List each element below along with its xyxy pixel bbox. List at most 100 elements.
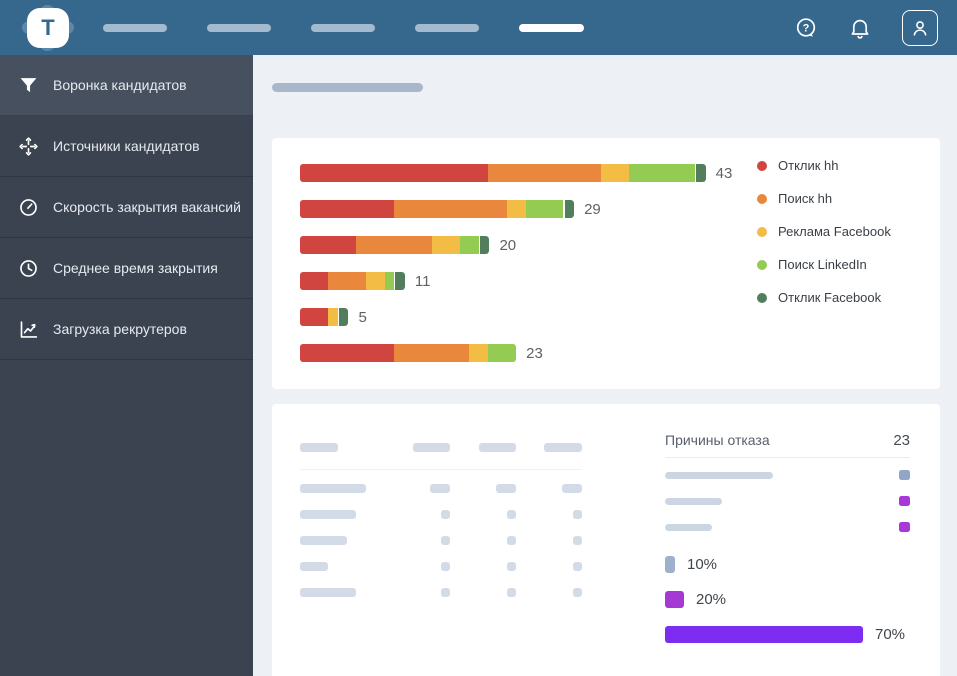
table-row bbox=[300, 553, 582, 579]
legend-label: Поиск LinkedIn bbox=[778, 257, 867, 272]
placeholder-bar bbox=[507, 561, 516, 571]
bar-row: 23 bbox=[300, 344, 732, 362]
legend-label: Отклик Facebook bbox=[778, 290, 882, 305]
skeleton-cell bbox=[300, 509, 384, 519]
bar-segment bbox=[459, 236, 479, 254]
move-arrows-icon bbox=[18, 136, 39, 157]
bar-stack bbox=[300, 236, 490, 254]
placeholder-bar bbox=[300, 509, 356, 519]
legend-item: Поиск LinkedIn bbox=[757, 257, 891, 272]
percent-label: 10% bbox=[687, 556, 718, 573]
bar-segment bbox=[394, 344, 470, 362]
placeholder-bar bbox=[430, 483, 450, 493]
rejection-percent-bars: 10% 20% 70% bbox=[665, 556, 910, 643]
nav-item-placeholder[interactable] bbox=[415, 23, 479, 32]
rejection-reasons-widget: Причины отказа 23 10% 20% 70% bbox=[665, 432, 910, 661]
bar-segment bbox=[696, 164, 706, 182]
sidebar: Воронка кандидатов Источники кандидатов Ск… bbox=[0, 55, 253, 676]
placeholder-bar bbox=[413, 442, 450, 452]
bar-segment bbox=[300, 200, 394, 218]
sidebar-item[interactable]: Скорость закрытия вакансий bbox=[0, 177, 253, 238]
bar-segment bbox=[525, 200, 564, 218]
rejection-total: 23 bbox=[893, 432, 910, 449]
skeleton-cell bbox=[450, 561, 516, 571]
skeleton-header-cell bbox=[516, 442, 582, 452]
gauge-icon bbox=[18, 197, 39, 218]
bar-stack bbox=[300, 344, 517, 362]
bar-row: 43 bbox=[300, 164, 732, 182]
placeholder-bar bbox=[479, 442, 516, 452]
placeholder-bar bbox=[300, 587, 356, 597]
bar-stack bbox=[300, 200, 575, 218]
candidate-funnel-panel: 43 29 20 11 5 23 Отклик hh Поиск hh Реклама Fac… bbox=[272, 138, 940, 389]
nav-item-placeholder[interactable] bbox=[519, 23, 584, 32]
legend-label: Отклик hh bbox=[778, 158, 839, 173]
skeleton-cell bbox=[516, 535, 582, 545]
skeleton-cell bbox=[384, 535, 450, 545]
bar-segment bbox=[469, 344, 488, 362]
percent-bar-row: 10% bbox=[665, 556, 910, 573]
skeleton-cell bbox=[384, 587, 450, 597]
bar-segment bbox=[328, 308, 338, 326]
placeholder-bar bbox=[441, 535, 450, 545]
legend-color-dot bbox=[757, 193, 767, 204]
percent-bar-row: 20% bbox=[665, 591, 910, 608]
placeholder-bar bbox=[496, 483, 516, 493]
bell-icon[interactable] bbox=[848, 16, 872, 40]
skeleton-header-cell bbox=[450, 442, 516, 452]
placeholder-bar bbox=[665, 497, 722, 505]
placeholder-bar bbox=[573, 561, 582, 571]
sidebar-item[interactable]: Источники кандидатов bbox=[0, 116, 253, 177]
legend-label: Реклама Facebook bbox=[778, 224, 891, 239]
sidebar-item[interactable]: Среднее время закрытия bbox=[0, 238, 253, 299]
bar-segment bbox=[300, 344, 394, 362]
placeholder-bar bbox=[573, 535, 582, 545]
skeleton-cell bbox=[384, 509, 450, 519]
bar-segment bbox=[384, 272, 394, 290]
percent-bar-row: 70% bbox=[665, 626, 910, 643]
nav-item-placeholder[interactable] bbox=[207, 23, 271, 32]
skeleton-cell bbox=[384, 483, 450, 493]
table-row bbox=[300, 527, 582, 553]
placeholder-bar bbox=[300, 442, 338, 452]
nav-item-placeholder[interactable] bbox=[311, 23, 375, 32]
sidebar-item[interactable]: Воронка кандидатов bbox=[0, 55, 253, 116]
line-chart-icon bbox=[18, 319, 39, 340]
legend-item: Отклик hh bbox=[757, 158, 891, 173]
table-row bbox=[300, 475, 582, 501]
bar-segment bbox=[506, 200, 526, 218]
percent-bar bbox=[665, 626, 863, 643]
sidebar-item-label: Скорость закрытия вакансий bbox=[53, 199, 241, 215]
placeholder-bar bbox=[441, 587, 450, 597]
rejection-list bbox=[665, 470, 910, 532]
bar-value-label: 20 bbox=[499, 236, 517, 254]
skeleton-header-cell bbox=[384, 442, 450, 452]
bar-segment bbox=[431, 236, 460, 254]
rejection-title: Причины отказа bbox=[665, 432, 770, 448]
bar-segment bbox=[628, 164, 695, 182]
svg-text:?: ? bbox=[803, 22, 810, 34]
bar-segment bbox=[300, 308, 329, 326]
sidebar-item[interactable]: Загрузка рекрутеров bbox=[0, 299, 253, 360]
bar-value-label: 29 bbox=[584, 200, 601, 218]
nav-item-placeholder[interactable] bbox=[103, 23, 167, 32]
legend-item: Поиск hh bbox=[757, 191, 891, 206]
details-panel: Причины отказа 23 10% 20% 70% bbox=[272, 404, 940, 676]
bar-segment bbox=[328, 272, 366, 290]
avatar-button[interactable] bbox=[902, 9, 938, 46]
legend-color-dot bbox=[757, 160, 767, 171]
bar-segment bbox=[365, 272, 385, 290]
placeholder-bar bbox=[573, 509, 582, 519]
table-row bbox=[300, 579, 582, 605]
app-logo[interactable]: T bbox=[22, 4, 74, 51]
legend-color-dot bbox=[757, 259, 767, 270]
skeleton-cell bbox=[300, 535, 384, 545]
color-swatch bbox=[899, 522, 910, 532]
help-icon[interactable]: ? bbox=[794, 16, 818, 40]
skeleton-header-row bbox=[300, 434, 582, 460]
placeholder-bar bbox=[441, 509, 450, 519]
skeleton-cell bbox=[300, 587, 384, 597]
placeholder-bar bbox=[300, 561, 328, 571]
skeleton-cell bbox=[516, 561, 582, 571]
bar-segment bbox=[356, 236, 432, 254]
